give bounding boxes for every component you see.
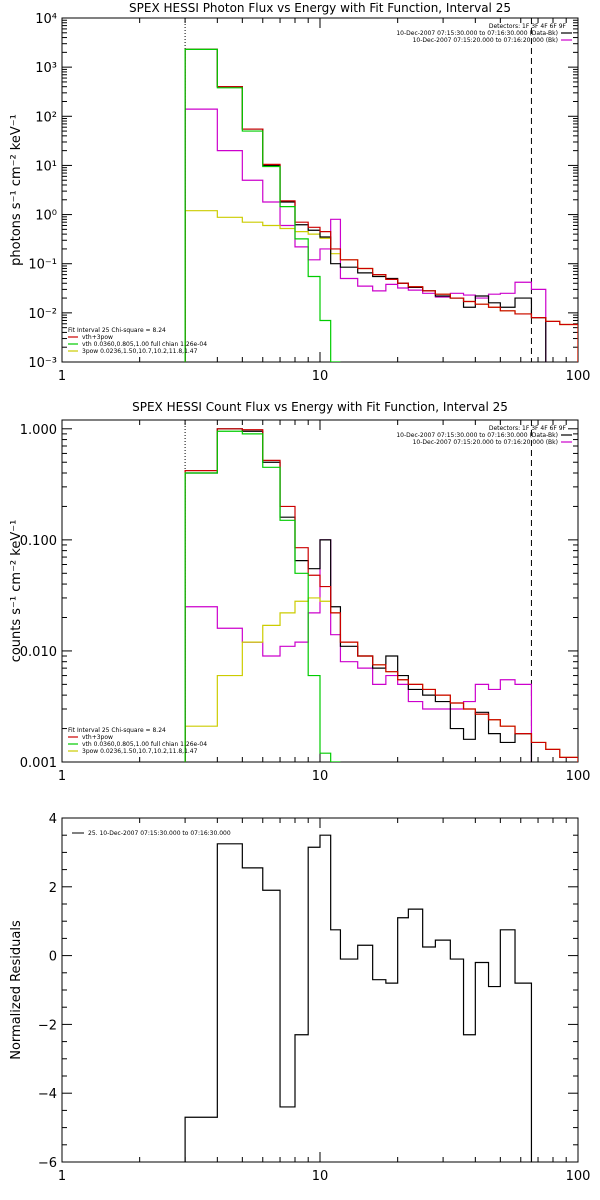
y-tick-label: 10⁴ xyxy=(35,12,57,27)
x-tick-label: 100 xyxy=(566,369,591,384)
y-axis-label: counts s⁻¹ cm⁻² keV⁻¹ xyxy=(9,520,24,663)
y-axis-label: photons s⁻¹ cm⁻² keV⁻¹ xyxy=(9,114,24,266)
legend-header: Fit Interval 25 Chi-square = 8.24 xyxy=(68,727,166,734)
chart-title: SPEX HESSI Photon Flux vs Energy with Fi… xyxy=(129,1,511,15)
count-flux-panel: SPEX HESSI Count Flux vs Energy with Fit… xyxy=(9,400,590,784)
y-axis-label: Normalized Residuals xyxy=(9,920,24,1060)
y-tick-label: 2 xyxy=(49,881,57,896)
legend-bottom: Fit Interval 25 Chi-square = 8.24vth+3po… xyxy=(68,327,207,355)
legend-header: Fit Interval 25 Chi-square = 8.24 xyxy=(68,327,166,334)
y-tick-label: −2 xyxy=(38,1018,57,1033)
legend-label: 10-Dec-2007 07:15:30.000 to 07:16:30.000… xyxy=(396,30,558,37)
series-vth xyxy=(184,48,341,362)
y-tick-label: 0.100 xyxy=(20,534,57,549)
legend-bottom: Fit Interval 25 Chi-square = 8.24vth+3po… xyxy=(68,727,207,755)
y-tick-label: −4 xyxy=(38,1087,57,1102)
legend-label: 10-Dec-2007 07:15:20.000 to 07:16:20.000… xyxy=(413,439,558,446)
y-tick-label: 4 xyxy=(49,812,57,827)
y-tick-label: 0 xyxy=(49,950,57,965)
x-tick-label: 10 xyxy=(312,369,329,384)
legend-label: vth+3pow xyxy=(82,334,113,341)
chart-title: SPEX HESSI Count Flux vs Energy with Fit… xyxy=(132,400,508,414)
y-tick-label: 10² xyxy=(35,110,57,125)
legend-label: 3pow 0.0236,1.50,10.7,10.2,11.8,1.47 xyxy=(82,348,198,355)
y-tick-label: 10⁰ xyxy=(35,209,57,224)
x-tick-label: 100 xyxy=(566,769,591,784)
legend-label: 10-Dec-2007 07:15:30.000 to 07:16:30.000… xyxy=(396,432,558,439)
photon-flux-panel: SPEX HESSI Photon Flux vs Energy with Fi… xyxy=(9,1,590,384)
legend-header: Detectors: 1F 3F 4F 6F 9F xyxy=(489,23,567,30)
series-vth xyxy=(184,430,341,762)
y-tick-label: 10³ xyxy=(35,61,57,76)
series-data-bk xyxy=(184,428,533,762)
legend-top: 25. 10-Dec-2007 07:15:30.000 to 07:16:30… xyxy=(72,830,231,837)
y-tick-label: 0.010 xyxy=(20,645,57,660)
y-tick-label: 0.001 xyxy=(20,756,57,771)
legend-label: 10-Dec-2007 07:15:20.000 to 07:16:20.000… xyxy=(413,37,558,44)
x-tick-label: 1 xyxy=(58,769,66,784)
legend-label: vth 0.0360,0.805,1.00 full chian 1.26e-0… xyxy=(82,741,207,748)
legend-label: vth 0.0360,0.805,1.00 full chian 1.26e-0… xyxy=(82,341,207,348)
y-tick-label: 1.000 xyxy=(20,423,57,438)
x-tick-label: 10 xyxy=(312,1169,329,1184)
y-tick-label: 10¹ xyxy=(35,159,57,174)
y-tick-label: 10⁻³ xyxy=(28,356,57,371)
series-residuals xyxy=(184,834,533,1162)
residuals-panel: 1 10 100 −6 −4 −2 0 2 4 Normalized Residuals 25. 1… xyxy=(9,812,590,1184)
legend-label: vth+3pow xyxy=(82,734,113,741)
x-tick-label: 1 xyxy=(58,1169,66,1184)
series-bk xyxy=(184,539,533,762)
x-tick-label: 1 xyxy=(58,369,66,384)
x-tick-label: 100 xyxy=(566,1169,591,1184)
x-tick-label: 10 xyxy=(312,769,329,784)
y-tick-label: 10⁻² xyxy=(28,307,57,322)
legend-label: 3pow 0.0236,1.50,10.7,10.2,11.8,1.47 xyxy=(82,748,198,755)
y-tick-label: 10⁻¹ xyxy=(28,258,57,273)
legend-label: 25. 10-Dec-2007 07:15:30.000 to 07:16:30… xyxy=(88,830,231,837)
legend-header: Detectors: 1F 3F 4F 6F 9F xyxy=(489,425,567,432)
y-tick-label: −6 xyxy=(38,1156,57,1171)
